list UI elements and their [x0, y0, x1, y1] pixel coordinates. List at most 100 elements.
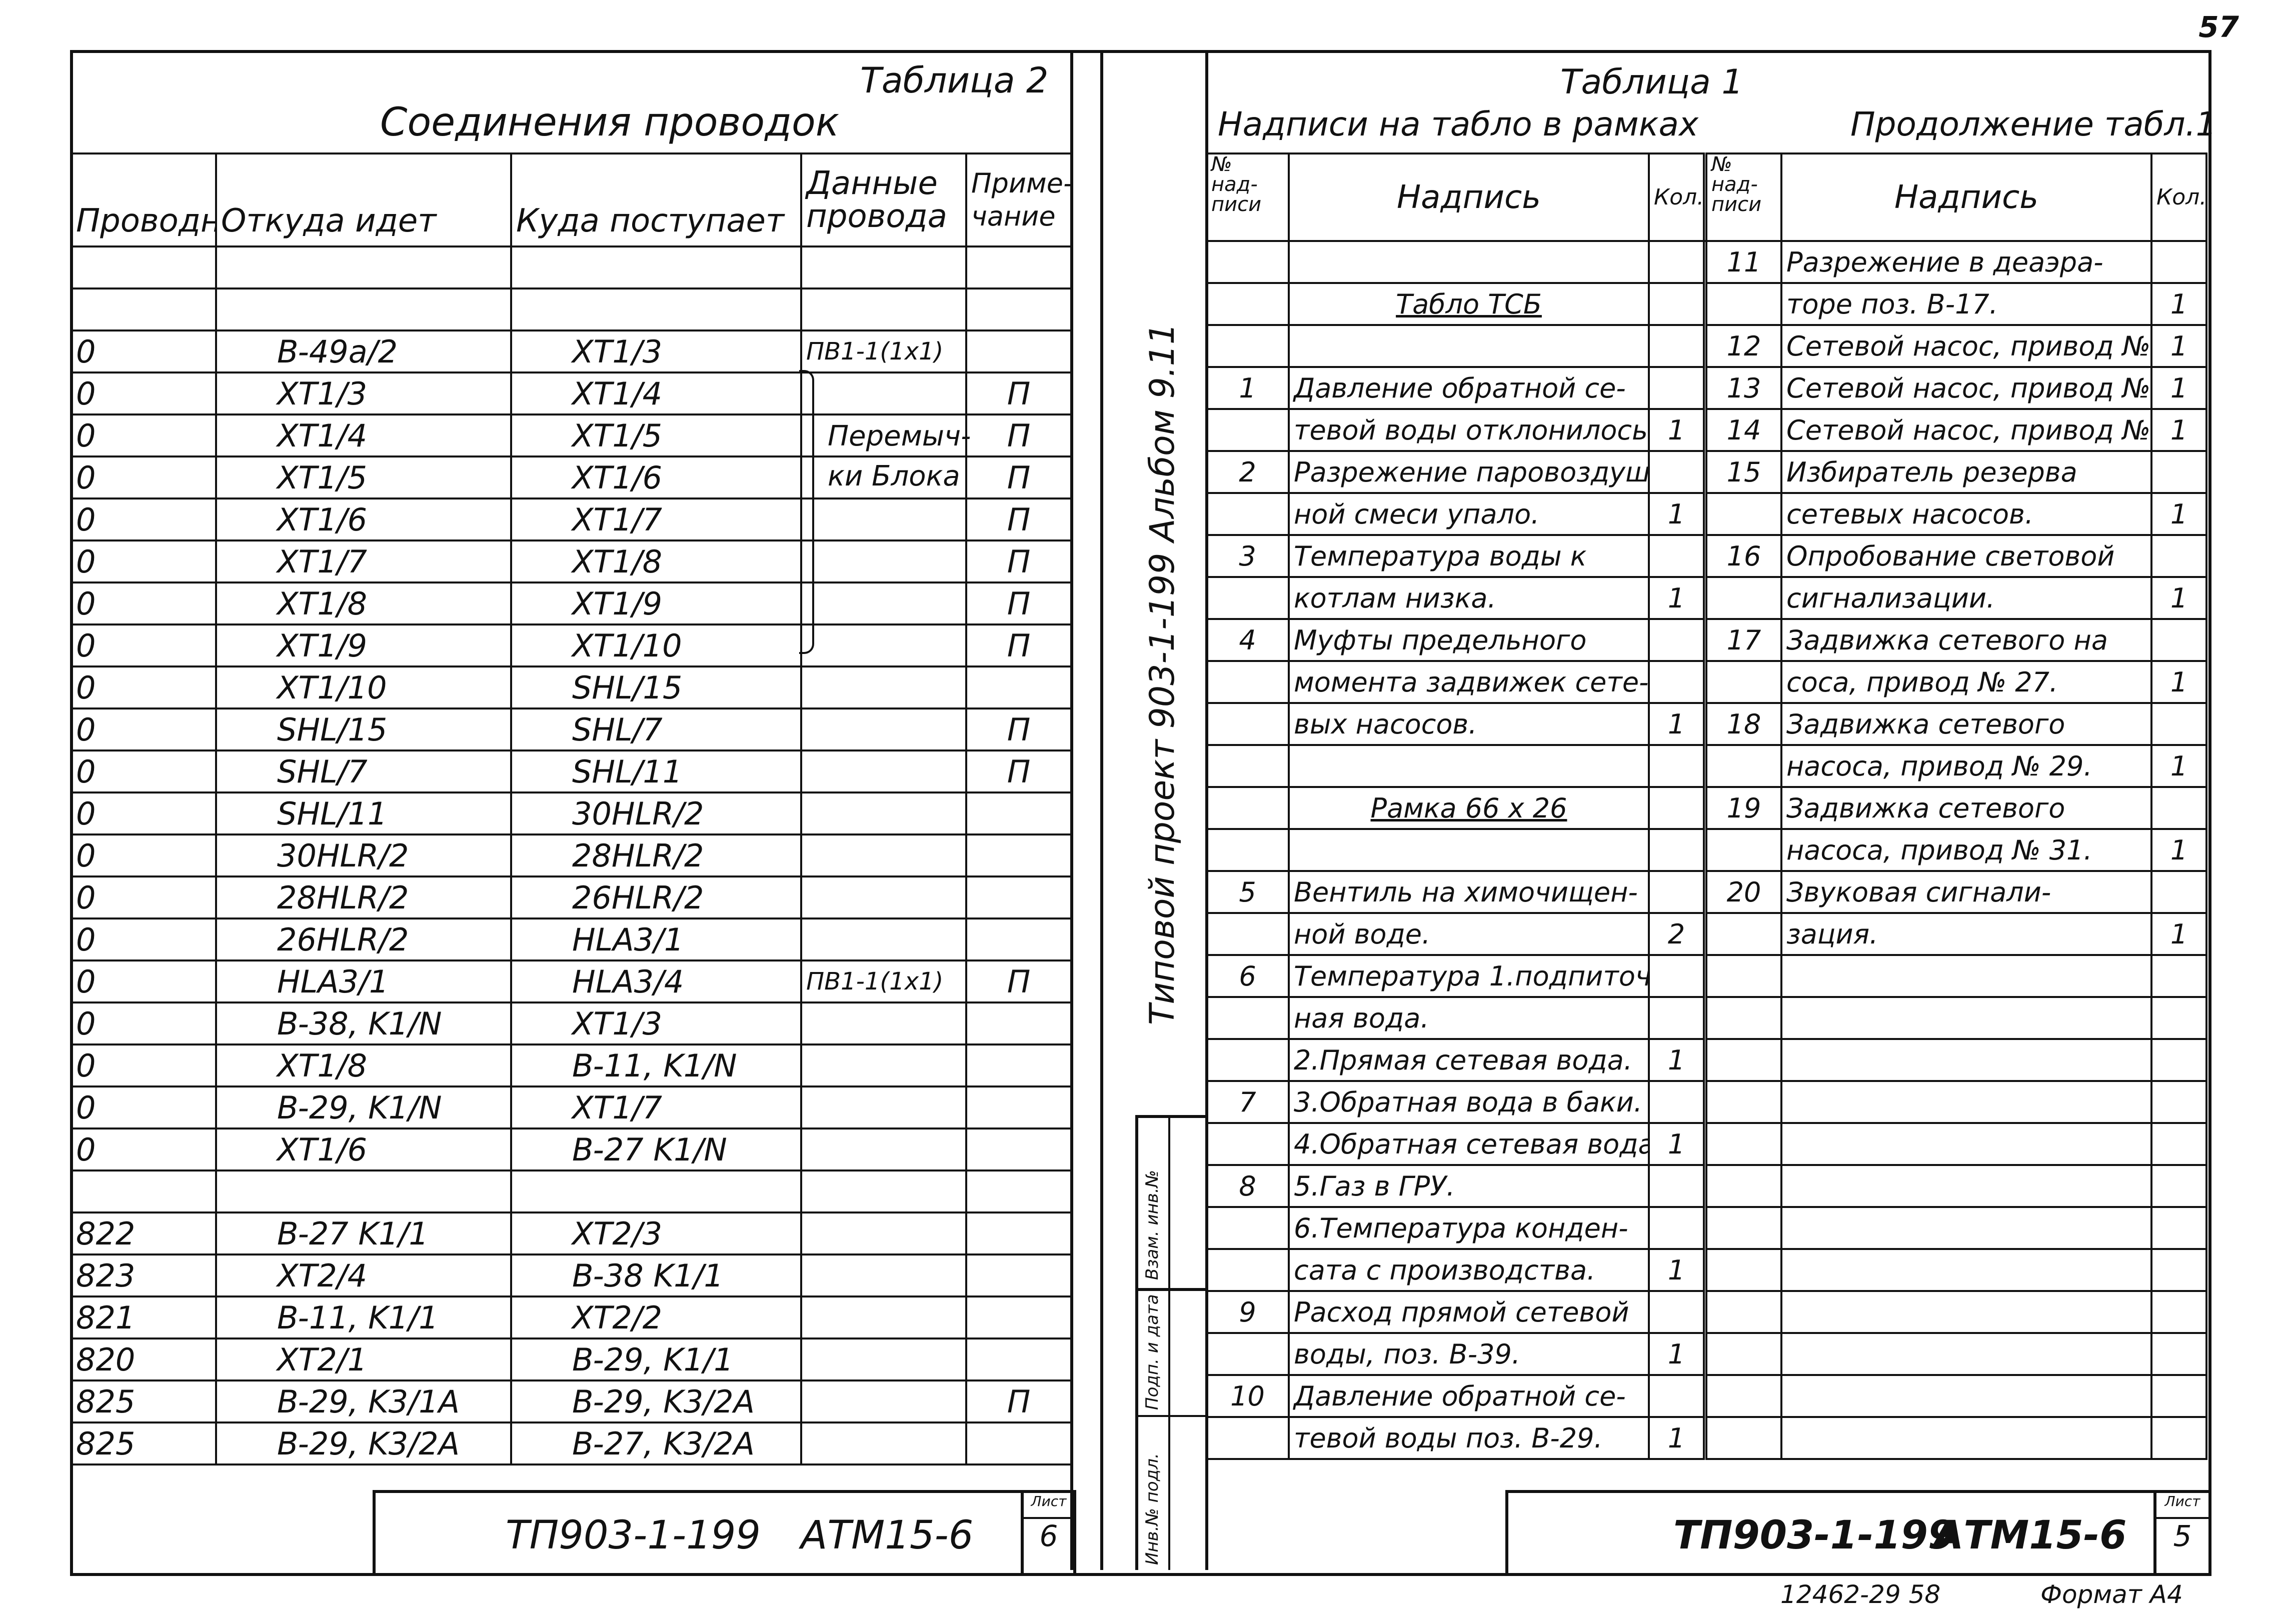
right-stamp-code: ТП903-1-199 — [1673, 1513, 1955, 1558]
col-header-number-b: № над-писи — [1705, 152, 1782, 242]
cell-qty — [2150, 1038, 2207, 1082]
table-row: тевой воды поз. В-29. 1 — [1205, 1416, 2207, 1460]
cell-number — [1205, 996, 1290, 1040]
table-row: 7 3.Обратная вода в баки. — [1205, 1080, 2207, 1124]
cell-inscription — [1780, 1374, 2152, 1418]
cell-number: 10 — [1205, 1374, 1290, 1418]
cell-qty: 1 — [1648, 492, 1705, 536]
cell-inscription: 3.Обратная вода в баки. — [1288, 1080, 1650, 1124]
cell-number: 6 — [1205, 954, 1290, 998]
cell-from: XT1/7 — [215, 540, 512, 584]
cell-inscription — [1780, 1416, 2152, 1460]
cell-number — [1705, 828, 1782, 872]
cell-wire-data — [800, 1422, 967, 1466]
cell-wire-data — [800, 918, 967, 962]
cell-note — [965, 1170, 1072, 1214]
cell-from: SHL/15 — [215, 708, 512, 752]
cell-number — [1705, 1206, 1782, 1250]
cell-conductor: 0 — [70, 582, 217, 626]
cell-number: 16 — [1705, 534, 1782, 578]
cell-from: B-29, K3/2A — [215, 1422, 512, 1466]
cell-inscription: торе поз. В-17. — [1780, 282, 2152, 326]
column-gap — [1703, 577, 1707, 619]
right-stamp-mark: АТМ15-6 — [1933, 1513, 2127, 1558]
cell-to: XT1/3 — [510, 330, 802, 374]
table-row: 2 Разрежение паровоздуш- 15 Избиратель резе… — [1205, 450, 2207, 494]
cell-number — [1705, 1416, 1782, 1460]
table2-title: Соединения проводок — [380, 100, 839, 145]
archive-number: 12462-29 58 — [1780, 1580, 1941, 1609]
cell-qty — [1648, 1206, 1705, 1250]
cell-inscription: Задвижка сетевого — [1780, 702, 2152, 746]
cell-qty — [2150, 450, 2207, 494]
table-row: ная вода. — [1205, 996, 2207, 1040]
cell-inscription: насоса, привод № 31. — [1780, 828, 2152, 872]
cell-note: П — [965, 750, 1072, 794]
cell-from: B-11, K1/1 — [215, 1296, 512, 1340]
column-gap — [1703, 241, 1707, 283]
brace-bracket — [799, 370, 814, 654]
spine-line-2 — [1100, 50, 1103, 1570]
cell-conductor: 0 — [70, 876, 217, 920]
cell-inscription: ной смеси упало. — [1288, 492, 1650, 536]
cell-qty — [1648, 1080, 1705, 1124]
cell-number — [1205, 1122, 1290, 1166]
cell-qty — [2150, 1248, 2207, 1292]
cell-to: B-27, K3/2A — [510, 1422, 802, 1466]
table-row: 0 XT1/3 XT1/4 П — [70, 372, 1072, 416]
cell-note — [965, 666, 1072, 710]
cell-number: 18 — [1705, 702, 1782, 746]
cell-number — [1205, 786, 1290, 830]
cell-to: XT2/3 — [510, 1212, 802, 1256]
column-gap — [1703, 1333, 1707, 1375]
cell-wire-data — [800, 456, 967, 500]
cell-to: SHL/7 — [510, 708, 802, 752]
cell-number: 12 — [1705, 324, 1782, 368]
cell-qty: 1 — [1648, 702, 1705, 746]
cell-qty: 1 — [2150, 408, 2207, 452]
cell-qty — [2150, 954, 2207, 998]
cell-wire-data — [800, 540, 967, 584]
cell-note: П — [965, 960, 1072, 1004]
brace-label-1: Перемыч- — [828, 420, 971, 452]
cell-note: П — [965, 582, 1072, 626]
cell-number: 8 — [1205, 1164, 1290, 1208]
table-row: 0 26HLR/2 HLA3/1 — [70, 918, 1072, 962]
cell-qty — [1648, 744, 1705, 788]
table-row: 0 XT1/7 XT1/8 П — [70, 540, 1072, 584]
table-row: 5 Вентиль на химочищен- 20 Звуковая сигнали… — [1205, 870, 2207, 914]
table-row: 825 B-29, K3/1A B-29, K3/2A П — [70, 1380, 1072, 1424]
cell-conductor — [70, 288, 217, 332]
cell-number — [1205, 282, 1290, 326]
cell-conductor: 0 — [70, 666, 217, 710]
column-gap — [1703, 913, 1707, 955]
cell-note — [965, 330, 1072, 374]
cell-to: 28HLR/2 — [510, 834, 802, 878]
cell-from: SHL/11 — [215, 792, 512, 836]
table-row: 0 SHL/7 SHL/11 П — [70, 750, 1072, 794]
column-gap — [1703, 367, 1707, 409]
cell-number — [1705, 282, 1782, 326]
col-header-note: Приме-чание — [965, 152, 1072, 248]
cell-inscription: насоса, привод № 29. — [1780, 744, 2152, 788]
cell-number — [1705, 1332, 1782, 1376]
cell-qty — [2150, 702, 2207, 746]
table-row: 11 Разрежение в деаэра- — [1205, 240, 2207, 284]
cell-wire-data — [800, 372, 967, 416]
cell-from: XT2/1 — [215, 1338, 512, 1382]
cell-from: XT1/6 — [215, 498, 512, 542]
table-row: 823 XT2/4 B-38 K1/1 — [70, 1254, 1072, 1298]
cell-conductor: 0 — [70, 834, 217, 878]
cell-wire-data — [800, 1296, 967, 1340]
cell-qty — [2150, 1164, 2207, 1208]
cell-number — [1205, 828, 1290, 872]
cell-inscription — [1780, 1038, 2152, 1082]
cell-qty — [2150, 240, 2207, 284]
column-gap — [1703, 1291, 1707, 1333]
cell-from: XT1/5 — [215, 456, 512, 500]
cell-from: 28HLR/2 — [215, 876, 512, 920]
table-row: 0 B-38, K1/N XT1/3 — [70, 1002, 1072, 1046]
table-row: 0 XT1/5 XT1/6 П — [70, 456, 1072, 500]
cell-conductor: 821 — [70, 1296, 217, 1340]
table-row: 0 XT1/10 SHL/15 — [70, 666, 1072, 710]
